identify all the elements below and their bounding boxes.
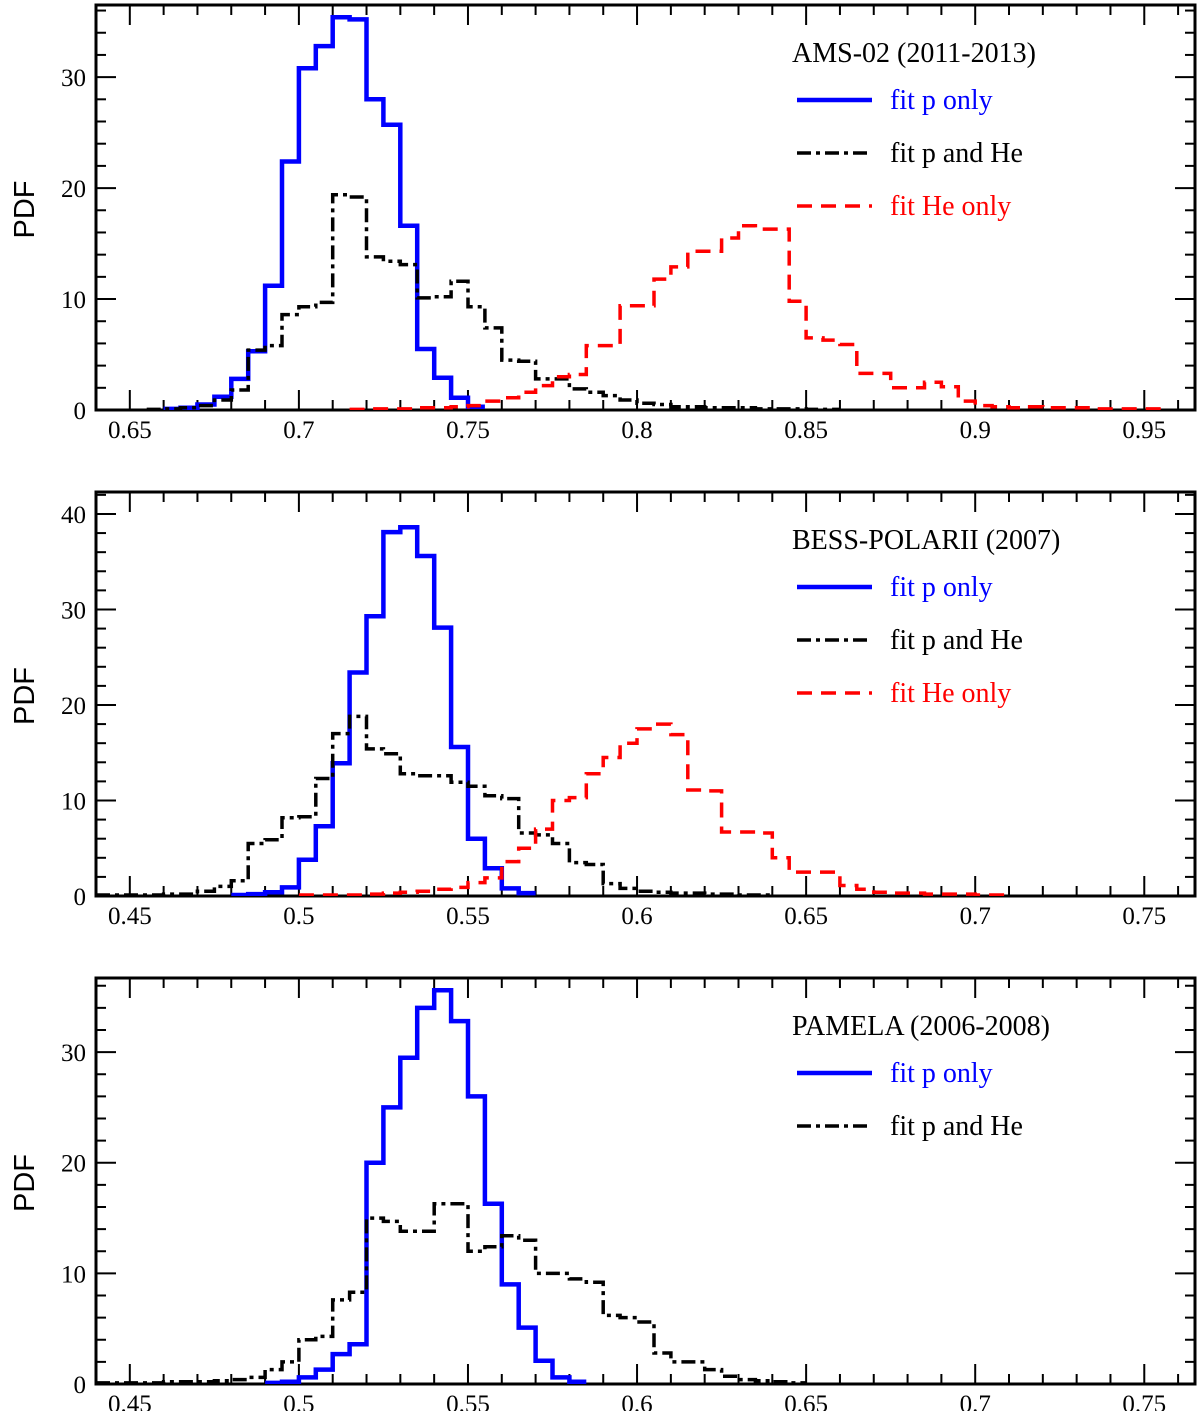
- x-tick-label: 0.9: [960, 417, 991, 444]
- y-tick-label: 40: [61, 502, 86, 529]
- x-tick-label: 0.55: [446, 903, 490, 930]
- x-tick-label: 0.7: [283, 417, 314, 444]
- legend: fit p only fit p and He fit He only: [797, 572, 1023, 709]
- series-fit-he-only: [298, 722, 1009, 896]
- legend-label-fit-p-only: fit p only: [890, 572, 993, 603]
- legend-label-fit-p-and-he: fit p and He: [890, 138, 1023, 169]
- x-axis: 0.45 0.5 0.55 0.6 0.65 0.7 0.75: [95, 978, 1180, 1411]
- x-tick-label: 0.75: [446, 417, 490, 444]
- y-tick-label: 20: [61, 176, 86, 203]
- legend: fit p only fit p and He fit He only: [797, 85, 1023, 222]
- x-axis: 0.65 0.7 0.75 0.8 0.85 0.9 0.95: [95, 5, 1180, 444]
- series-layer: [96, 987, 807, 1384]
- x-tick-label: 0.55: [446, 1391, 490, 1411]
- y-tick-label: 10: [61, 287, 86, 314]
- y-tick-label: 20: [61, 1151, 86, 1178]
- y-tick-label: 30: [61, 65, 86, 92]
- panel-ams02: 0 10 20 30 0.65 0.7 0.75 0.8 0.85 0.9 0.95 PDF AM…: [9, 3, 1197, 444]
- legend-label-fit-p-only: fit p only: [890, 1058, 993, 1089]
- x-tick-label: 0.75: [1122, 903, 1166, 930]
- x-tick-label: 0.65: [108, 417, 152, 444]
- y-tick-label: 20: [61, 693, 86, 720]
- x-tick-label: 0.6: [621, 903, 652, 930]
- x-tick-label: 0.65: [784, 1391, 828, 1411]
- y-axis: 0 10 20 30: [61, 9, 1195, 425]
- series-fit-p-and-he: [96, 1201, 807, 1384]
- legend-label-fit-p-and-he: fit p and He: [890, 625, 1023, 656]
- x-tick-label: 0.75: [1122, 1391, 1166, 1411]
- legend-label-fit-p-and-he: fit p and He: [890, 1111, 1023, 1142]
- y-axis: 0 10 20 30: [61, 984, 1195, 1399]
- x-tick-label: 0.85: [784, 417, 828, 444]
- legend-label-fit-p-only: fit p only: [890, 85, 993, 116]
- series-layer: [146, 14, 1162, 410]
- plot-frame: [94, 490, 1197, 898]
- legend: fit p only fit p and He: [797, 1058, 1023, 1142]
- y-tick-label: 10: [61, 1261, 86, 1288]
- x-tick-label: 0.95: [1122, 417, 1166, 444]
- plot-frame: [94, 976, 1197, 1386]
- x-tick-label: 0.8: [621, 417, 652, 444]
- series-fit-p-and-he: [96, 714, 773, 896]
- x-tick-label: 0.45: [108, 1391, 152, 1411]
- y-tick-label: 0: [74, 398, 87, 425]
- series-fit-p-and-he: [146, 192, 840, 410]
- x-tick-label: 0.7: [960, 903, 991, 930]
- x-tick-label: 0.5: [283, 903, 314, 930]
- series-fit-p-only: [163, 14, 485, 410]
- chart-title: AMS-02 (2011-2013): [792, 38, 1036, 69]
- y-tick-label: 0: [74, 1372, 87, 1399]
- y-tick-label: 10: [61, 788, 86, 815]
- legend-label-fit-he-only: fit He only: [890, 191, 1011, 222]
- panel-pamela: 0 10 20 30 0.45 0.5 0.55 0.6 0.65 0.7 0.75 PDF PA…: [9, 976, 1197, 1411]
- y-tick-label: 0: [74, 884, 87, 911]
- y-axis-label: PDF: [9, 667, 41, 725]
- chart-title: PAMELA (2006-2008): [792, 1011, 1050, 1042]
- legend-label-fit-he-only: fit He only: [890, 678, 1011, 709]
- y-tick-label: 30: [61, 597, 86, 624]
- x-tick-label: 0.7: [960, 1391, 991, 1411]
- y-axis-label: PDF: [9, 1154, 41, 1212]
- y-axis: 0 10 20 30 40: [61, 493, 1195, 911]
- series-layer: [96, 525, 1009, 896]
- plot-frame: [94, 3, 1197, 412]
- x-axis: 0.45 0.5 0.55 0.6 0.65 0.7 0.75: [95, 492, 1180, 930]
- series-fit-p-only: [265, 987, 587, 1384]
- x-tick-label: 0.5: [283, 1391, 314, 1411]
- x-tick-label: 0.65: [784, 903, 828, 930]
- x-tick-label: 0.45: [108, 903, 152, 930]
- x-tick-label: 0.6: [621, 1391, 652, 1411]
- series-fit-p-only: [231, 525, 536, 896]
- series-fit-he-only: [349, 224, 1162, 410]
- chart-title: BESS-POLARII (2007): [792, 525, 1060, 556]
- y-axis-label: PDF: [9, 181, 41, 239]
- y-tick-label: 30: [61, 1040, 86, 1067]
